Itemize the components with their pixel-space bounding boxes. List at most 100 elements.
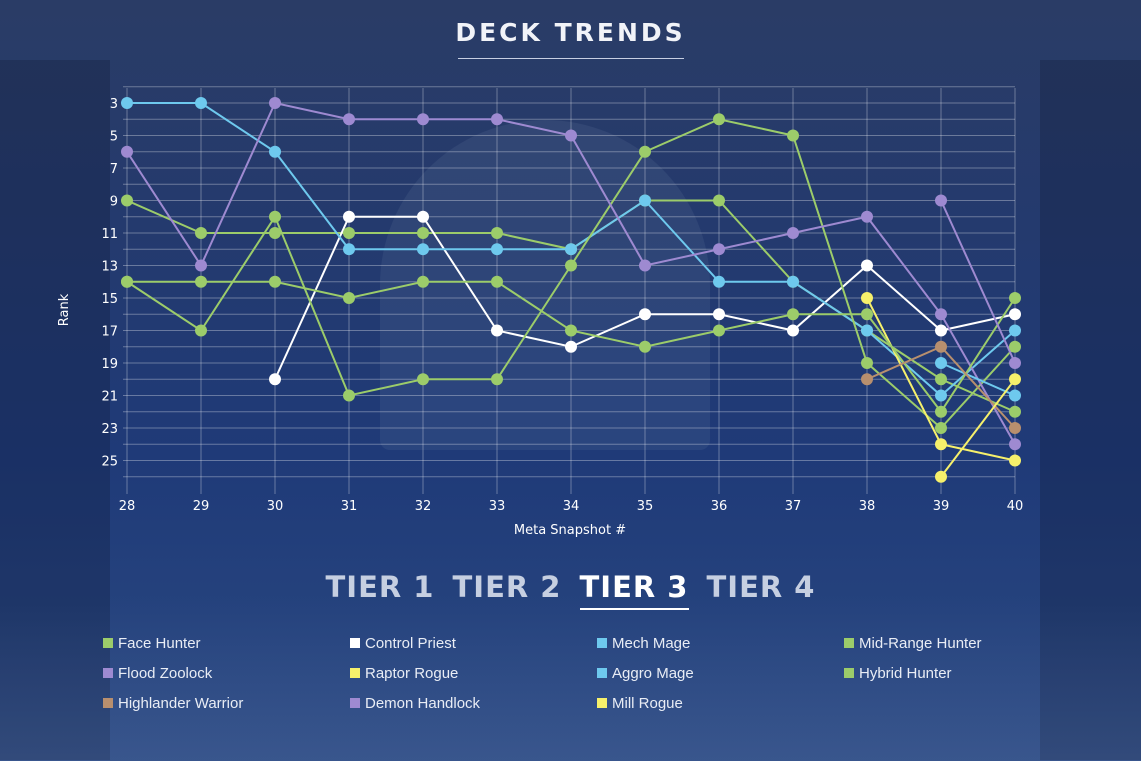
data-point-mid-range-hunter[interactable] (935, 422, 947, 434)
data-point-mid-range-hunter[interactable] (491, 373, 503, 386)
data-point-flood-zoolock[interactable] (639, 259, 651, 272)
data-point-mid-range-hunter[interactable] (195, 324, 207, 337)
data-point-hybrid-hunter[interactable] (491, 275, 503, 288)
data-point-mid-range-hunter[interactable] (417, 373, 429, 386)
data-point-hybrid-hunter[interactable] (787, 308, 799, 321)
data-point-mid-range-hunter[interactable] (269, 210, 281, 223)
data-point-mid-range-hunter[interactable] (565, 259, 577, 272)
tab-tier-2[interactable]: TIER 2 (452, 570, 562, 604)
data-point-face-hunter[interactable] (1009, 405, 1021, 418)
data-point-face-hunter[interactable] (417, 227, 429, 239)
data-point-flood-zoolock[interactable] (417, 113, 429, 126)
data-point-demon-handlock[interactable] (1009, 357, 1021, 369)
data-point-flood-zoolock[interactable] (269, 97, 281, 109)
data-point-control-priest[interactable] (639, 308, 651, 321)
data-point-hybrid-hunter[interactable] (343, 292, 355, 304)
data-point-mech-mage[interactable] (713, 275, 725, 288)
y-tick-label: 19 (101, 357, 118, 372)
data-point-mill-rogue[interactable] (935, 470, 947, 483)
data-point-control-priest[interactable] (787, 324, 799, 337)
data-point-face-hunter[interactable] (713, 194, 725, 207)
data-point-mech-mage[interactable] (565, 243, 577, 256)
data-point-flood-zoolock[interactable] (713, 243, 725, 256)
legend-item[interactable]: Raptor Rogue (350, 664, 597, 682)
data-point-highlander-warrior[interactable] (1009, 422, 1021, 434)
data-point-mech-mage[interactable] (861, 324, 873, 337)
data-point-control-priest[interactable] (1009, 308, 1021, 321)
data-point-mech-mage[interactable] (639, 194, 651, 207)
legend-item[interactable]: Control Priest (350, 634, 597, 652)
data-point-demon-handlock[interactable] (935, 194, 947, 207)
data-point-hybrid-hunter[interactable] (121, 275, 133, 288)
legend-item[interactable]: Mill Rogue (597, 694, 844, 712)
data-point-raptor-rogue[interactable] (935, 438, 947, 451)
data-point-mid-range-hunter[interactable] (1009, 340, 1021, 353)
data-point-face-hunter[interactable] (121, 194, 133, 207)
legend-item[interactable]: Mech Mage (597, 634, 844, 652)
data-point-flood-zoolock[interactable] (195, 259, 207, 272)
data-point-mech-mage[interactable] (935, 389, 947, 402)
data-point-raptor-rogue[interactable] (1009, 454, 1021, 467)
y-tick-label: 21 (101, 390, 118, 405)
data-point-flood-zoolock[interactable] (861, 210, 873, 223)
data-point-mid-range-hunter[interactable] (639, 145, 651, 158)
data-point-hybrid-hunter[interactable] (565, 324, 577, 337)
legend-item[interactable]: Face Hunter (103, 634, 350, 652)
data-point-hybrid-hunter[interactable] (1009, 292, 1021, 304)
data-point-hybrid-hunter[interactable] (861, 308, 873, 321)
data-point-control-priest[interactable] (861, 259, 873, 272)
data-point-mech-mage[interactable] (417, 243, 429, 256)
data-point-mech-mage[interactable] (787, 275, 799, 288)
data-point-mech-mage[interactable] (1009, 324, 1021, 337)
data-point-flood-zoolock[interactable] (787, 227, 799, 239)
data-point-face-hunter[interactable] (935, 373, 947, 386)
data-point-mech-mage[interactable] (195, 97, 207, 109)
legend-item[interactable]: Highlander Warrior (103, 694, 350, 712)
data-point-mech-mage[interactable] (121, 97, 133, 109)
legend-item[interactable]: Mid-Range Hunter (844, 634, 1063, 652)
data-point-flood-zoolock[interactable] (565, 129, 577, 142)
data-point-face-hunter[interactable] (491, 227, 503, 239)
data-point-control-priest[interactable] (491, 324, 503, 337)
data-point-highlander-warrior[interactable] (935, 340, 947, 353)
legend-item[interactable]: Flood Zoolock (103, 664, 350, 682)
data-point-hybrid-hunter[interactable] (195, 275, 207, 288)
data-point-flood-zoolock[interactable] (1009, 438, 1021, 451)
data-point-face-hunter[interactable] (343, 227, 355, 239)
data-point-control-priest[interactable] (417, 210, 429, 223)
data-point-mech-mage[interactable] (269, 145, 281, 158)
data-point-face-hunter[interactable] (195, 227, 207, 239)
data-point-control-priest[interactable] (565, 340, 577, 353)
data-point-hybrid-hunter[interactable] (935, 405, 947, 418)
data-point-mid-range-hunter[interactable] (861, 357, 873, 369)
data-point-mech-mage[interactable] (343, 243, 355, 256)
data-point-mid-range-hunter[interactable] (713, 113, 725, 126)
data-point-hybrid-hunter[interactable] (269, 275, 281, 288)
data-point-control-priest[interactable] (935, 324, 947, 337)
data-point-aggro-mage[interactable] (1009, 389, 1021, 402)
data-point-control-priest[interactable] (713, 308, 725, 321)
data-point-flood-zoolock[interactable] (491, 113, 503, 126)
data-point-face-hunter[interactable] (269, 227, 281, 239)
data-point-flood-zoolock[interactable] (121, 145, 133, 158)
data-point-highlander-warrior[interactable] (861, 373, 873, 386)
data-point-raptor-rogue[interactable] (861, 292, 873, 304)
data-point-control-priest[interactable] (343, 210, 355, 223)
data-point-hybrid-hunter[interactable] (639, 340, 651, 353)
tab-tier-4[interactable]: TIER 4 (706, 570, 816, 604)
data-point-flood-zoolock[interactable] (343, 113, 355, 126)
data-point-mid-range-hunter[interactable] (787, 129, 799, 142)
data-point-mech-mage[interactable] (491, 243, 503, 256)
data-point-control-priest[interactable] (269, 373, 281, 386)
data-point-flood-zoolock[interactable] (935, 308, 947, 321)
data-point-mill-rogue[interactable] (1009, 373, 1021, 386)
data-point-hybrid-hunter[interactable] (713, 324, 725, 337)
data-point-hybrid-hunter[interactable] (417, 275, 429, 288)
data-point-mid-range-hunter[interactable] (343, 389, 355, 402)
data-point-aggro-mage[interactable] (935, 357, 947, 369)
legend-item[interactable]: Hybrid Hunter (844, 664, 1063, 682)
tab-tier-1[interactable]: TIER 1 (325, 570, 435, 604)
tab-tier-3[interactable]: TIER 3 (579, 570, 689, 610)
legend-item[interactable]: Demon Handlock (350, 694, 597, 712)
legend-item[interactable]: Aggro Mage (597, 664, 844, 682)
